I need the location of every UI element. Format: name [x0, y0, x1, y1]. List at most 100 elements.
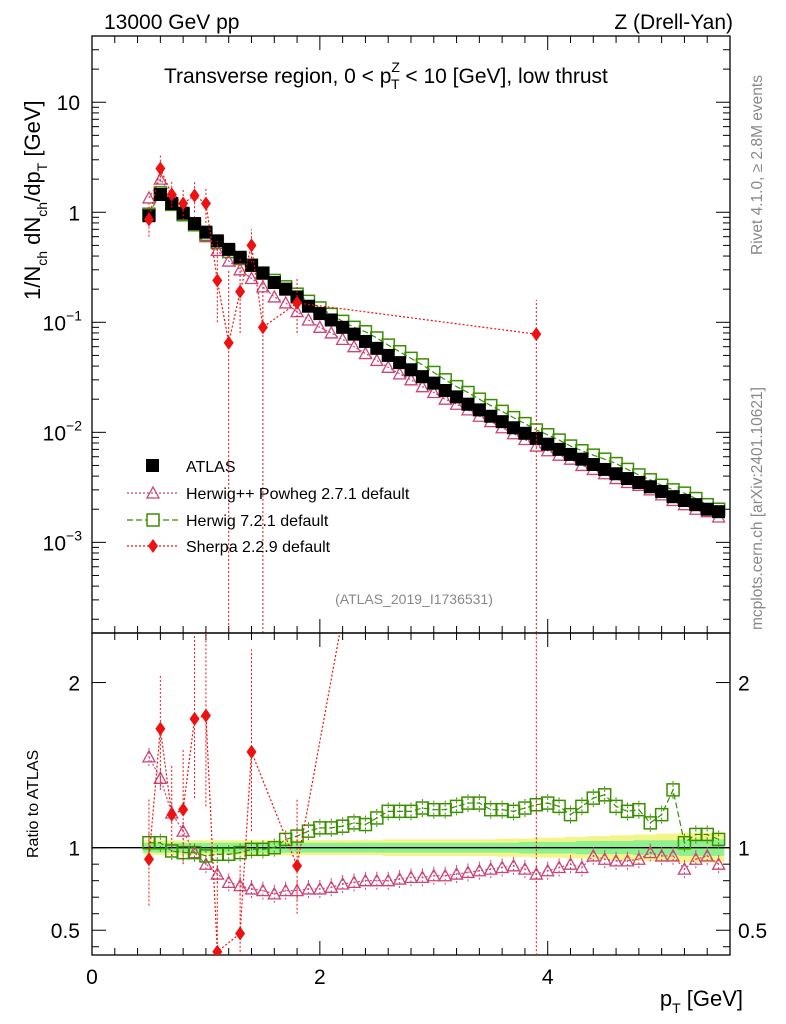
atlas-point — [381, 348, 395, 362]
atlas-point — [301, 299, 315, 313]
sherpa-ratio-point — [143, 852, 154, 867]
header-left: 13000 GeV pp — [104, 11, 239, 34]
legend-atlas-marker — [146, 459, 159, 472]
atlas-point — [153, 188, 167, 202]
herwigpp-ratio-point — [324, 879, 339, 893]
herwig7-ratio-point — [563, 807, 578, 822]
herwigpp-ratio-point — [358, 873, 373, 887]
atlas-point — [689, 498, 703, 512]
herwigpp-point — [221, 253, 236, 267]
atlas-point — [324, 313, 338, 327]
legend-sherpa-marker — [148, 539, 158, 553]
ratio-axis-ticks: 0 2 4 0.5 0.5 1 1 2 2 — [51, 633, 767, 989]
main-y-tick-text: 1 — [68, 202, 80, 225]
herwigpp-point — [278, 295, 293, 309]
atlas-point — [529, 431, 543, 445]
atlas-point — [677, 494, 691, 508]
legend-herwigpp-label: Herwig++ Powheg 2.7.1 default — [186, 486, 410, 503]
legend: ATLAS Herwig++ Powheg 2.7.1 default Herw… — [127, 459, 410, 556]
herwigpp-ratio-point — [711, 856, 726, 870]
atlas-point — [461, 397, 475, 411]
herwigpp-ratio-point — [153, 770, 168, 784]
atlas-point — [620, 472, 634, 486]
herwigpp-ratio-point — [608, 853, 624, 867]
sherpa-ratio-point — [212, 944, 223, 955]
herwig7-point — [415, 358, 430, 372]
herwigpp-ratio-point — [312, 881, 327, 895]
herwigpp-ratio-point — [483, 861, 498, 875]
herwig7-ratio-point — [666, 783, 680, 797]
ratio-x-tick-label: 0 — [86, 966, 98, 989]
herwigpp-ratio-point — [677, 861, 692, 875]
herwigpp-ratio-point — [631, 851, 646, 865]
herwigpp-ratio-point — [517, 861, 533, 875]
main-y-tick-label: 1 — [68, 202, 80, 225]
atlas-point — [518, 426, 532, 440]
sherpa-point — [246, 238, 257, 253]
atlas-point — [233, 250, 247, 264]
herwigpp-point — [346, 339, 362, 353]
sherpa-point — [223, 335, 234, 350]
atlas-point — [552, 442, 566, 456]
sherpa-point — [178, 196, 189, 211]
atlas-point — [427, 376, 441, 390]
herwig7-ratio-point — [643, 816, 657, 830]
herwig7-ratio-point — [267, 840, 282, 855]
main-y-tick-label: 10 — [57, 92, 80, 115]
herwigpp-ratio-point — [665, 848, 681, 862]
herwigpp-ratio-point — [688, 851, 703, 865]
atlas-point — [313, 307, 327, 321]
herwigpp-ratio-point — [221, 874, 236, 888]
atlas-point — [484, 409, 498, 423]
sherpa-point — [235, 284, 246, 299]
ratio-frame — [91, 632, 731, 956]
herwig7-ratio-point — [654, 807, 669, 822]
sherpa-point — [166, 187, 177, 202]
herwigpp-ratio-point — [449, 866, 464, 880]
sherpa-ratio-point — [200, 708, 211, 723]
atlas-point — [267, 275, 281, 289]
atlas-point — [438, 383, 452, 397]
sherpa-point — [155, 161, 166, 176]
sherpa-point — [189, 188, 200, 203]
herwigpp-ratio-point — [506, 858, 521, 872]
herwigpp-ratio-point — [438, 868, 453, 882]
sherpa-ratio-point — [189, 711, 200, 726]
herwigpp-point — [392, 366, 407, 380]
sherpa-point — [292, 295, 303, 310]
herwig7-line — [148, 191, 719, 510]
herwigpp-ratio-point — [563, 856, 578, 870]
herwigpp-ratio-point — [586, 848, 601, 862]
herwigpp-ratio-point — [597, 851, 612, 865]
sherpa-ratio-point — [246, 744, 257, 759]
ratio-y-tick-label: 2 — [68, 673, 80, 696]
herwigpp-ratio-point — [495, 860, 510, 874]
herwigpp-point — [233, 262, 248, 276]
herwigpp-point — [312, 319, 327, 333]
herwigpp-ratio-point — [415, 870, 430, 884]
herwigpp-ratio-point — [472, 863, 487, 877]
atlas-point — [495, 415, 509, 429]
atlas-point — [393, 356, 407, 370]
atlas-point — [450, 390, 464, 404]
atlas-point — [700, 502, 714, 516]
herwigpp-point — [267, 289, 282, 303]
rivet-label: Rivet 4.1.0, ≥ 2.8M events — [749, 75, 766, 255]
mcplots-label: mcplots.cern.ch [arXiv:2401.10621] — [749, 387, 766, 630]
herwigpp-ratio-point — [540, 863, 555, 877]
atlas-point — [245, 258, 258, 272]
herwigpp-point — [415, 379, 430, 393]
herwigpp-point — [358, 346, 373, 360]
ratio-panel: 0 2 4 0.5 0.5 1 1 2 2 Ratio to ATLAS pT [GeV] — [25, 632, 767, 1016]
herwigpp-ratio-point — [643, 845, 658, 859]
atlas-point — [415, 370, 429, 384]
herwigpp-ratio-point — [141, 749, 157, 763]
herwig7-ratio-point — [677, 835, 692, 850]
herwigpp-ratio-point — [392, 871, 407, 885]
sherpa-point — [143, 212, 154, 227]
legend-herwig7-label: Herwig 7.2.1 default — [186, 513, 329, 530]
y-axis-label: 1/Nch dNch/dpT [GeV] — [20, 100, 50, 300]
herwigpp-ratio-point — [369, 873, 384, 887]
atlas-point — [188, 217, 202, 231]
